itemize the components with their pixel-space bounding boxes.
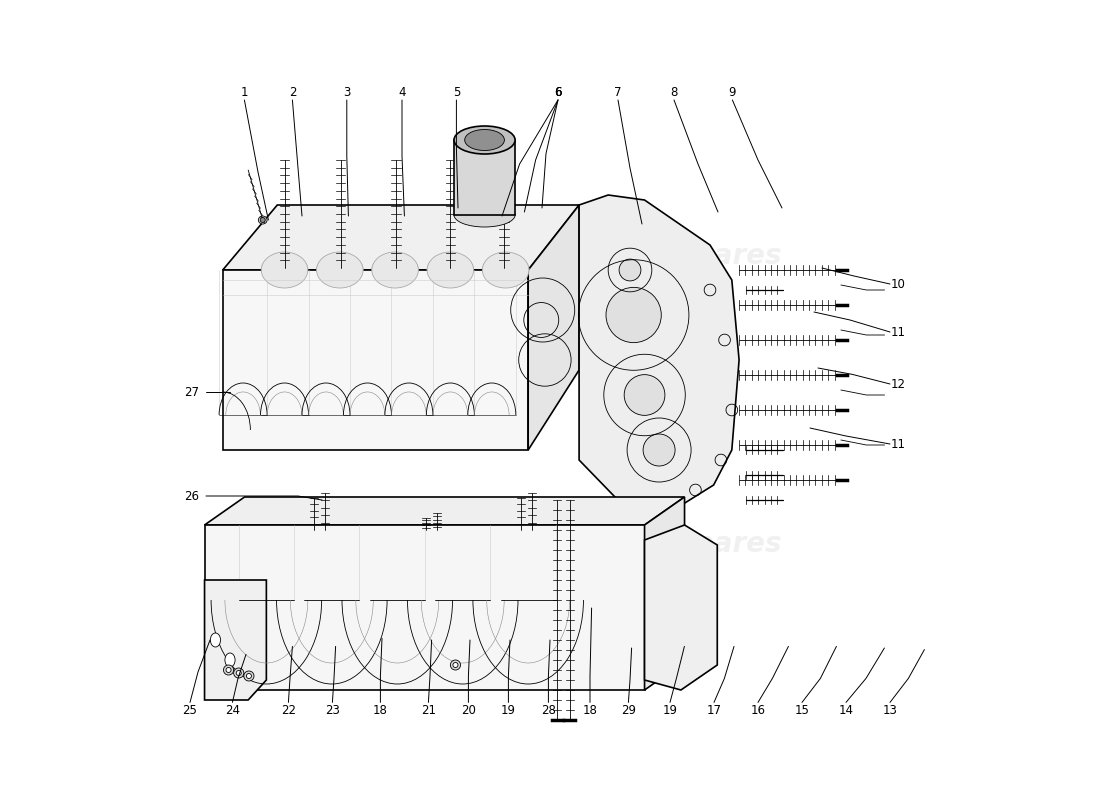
Polygon shape bbox=[579, 195, 739, 510]
Text: 18: 18 bbox=[583, 704, 597, 717]
Text: 19: 19 bbox=[662, 704, 678, 717]
Polygon shape bbox=[454, 140, 515, 215]
Polygon shape bbox=[222, 270, 528, 450]
Text: 10: 10 bbox=[891, 278, 905, 290]
Ellipse shape bbox=[233, 668, 244, 678]
Text: 3: 3 bbox=[343, 86, 351, 98]
Text: 29: 29 bbox=[620, 704, 636, 717]
Polygon shape bbox=[205, 525, 645, 690]
Text: 2: 2 bbox=[288, 86, 296, 98]
Text: 12: 12 bbox=[891, 378, 905, 390]
Text: 9: 9 bbox=[728, 86, 736, 98]
Text: 25: 25 bbox=[183, 704, 197, 717]
Text: 6: 6 bbox=[554, 86, 562, 98]
Polygon shape bbox=[205, 497, 684, 525]
Text: 11: 11 bbox=[891, 438, 905, 450]
Polygon shape bbox=[222, 205, 579, 270]
Ellipse shape bbox=[454, 203, 515, 227]
Ellipse shape bbox=[262, 252, 308, 288]
Ellipse shape bbox=[223, 665, 233, 675]
Ellipse shape bbox=[261, 218, 265, 222]
Text: 23: 23 bbox=[324, 704, 340, 717]
Polygon shape bbox=[528, 205, 579, 450]
Ellipse shape bbox=[624, 374, 664, 415]
Ellipse shape bbox=[226, 667, 231, 673]
Ellipse shape bbox=[450, 660, 461, 670]
Text: 11: 11 bbox=[891, 326, 905, 338]
Text: eurospares: eurospares bbox=[239, 530, 414, 558]
Ellipse shape bbox=[258, 216, 267, 224]
Text: 15: 15 bbox=[794, 704, 810, 717]
Text: 20: 20 bbox=[461, 704, 476, 717]
Text: eurospares: eurospares bbox=[606, 530, 782, 558]
Text: eurospares: eurospares bbox=[606, 242, 782, 270]
Ellipse shape bbox=[236, 670, 241, 675]
Text: 21: 21 bbox=[421, 704, 436, 717]
Text: 13: 13 bbox=[882, 704, 898, 717]
Ellipse shape bbox=[246, 674, 252, 678]
Polygon shape bbox=[205, 580, 266, 700]
Text: 28: 28 bbox=[541, 704, 556, 717]
Text: 18: 18 bbox=[373, 704, 388, 717]
Text: 27: 27 bbox=[184, 386, 199, 398]
Ellipse shape bbox=[317, 252, 363, 288]
Text: 8: 8 bbox=[670, 86, 678, 98]
Text: 6: 6 bbox=[554, 86, 562, 98]
Ellipse shape bbox=[224, 653, 235, 667]
Text: 5: 5 bbox=[453, 86, 460, 98]
Ellipse shape bbox=[244, 671, 254, 681]
Text: 4: 4 bbox=[398, 86, 406, 98]
Polygon shape bbox=[645, 525, 717, 690]
Text: 16: 16 bbox=[750, 704, 766, 717]
Text: 24: 24 bbox=[224, 704, 240, 717]
Ellipse shape bbox=[464, 130, 505, 150]
Polygon shape bbox=[645, 497, 684, 690]
Ellipse shape bbox=[483, 252, 529, 288]
Text: eurospares: eurospares bbox=[239, 242, 414, 270]
Ellipse shape bbox=[606, 287, 661, 342]
Ellipse shape bbox=[210, 633, 220, 647]
Text: 19: 19 bbox=[500, 704, 516, 717]
Ellipse shape bbox=[372, 252, 418, 288]
Text: 1: 1 bbox=[241, 86, 249, 98]
Ellipse shape bbox=[427, 252, 474, 288]
Ellipse shape bbox=[454, 126, 515, 154]
Text: 26: 26 bbox=[184, 490, 199, 502]
Text: 22: 22 bbox=[280, 704, 296, 717]
Ellipse shape bbox=[619, 259, 641, 281]
Text: 17: 17 bbox=[706, 704, 722, 717]
Ellipse shape bbox=[644, 434, 675, 466]
Text: 14: 14 bbox=[838, 704, 854, 717]
Ellipse shape bbox=[453, 662, 458, 667]
Text: 7: 7 bbox=[614, 86, 622, 98]
Text: 6: 6 bbox=[554, 86, 562, 98]
